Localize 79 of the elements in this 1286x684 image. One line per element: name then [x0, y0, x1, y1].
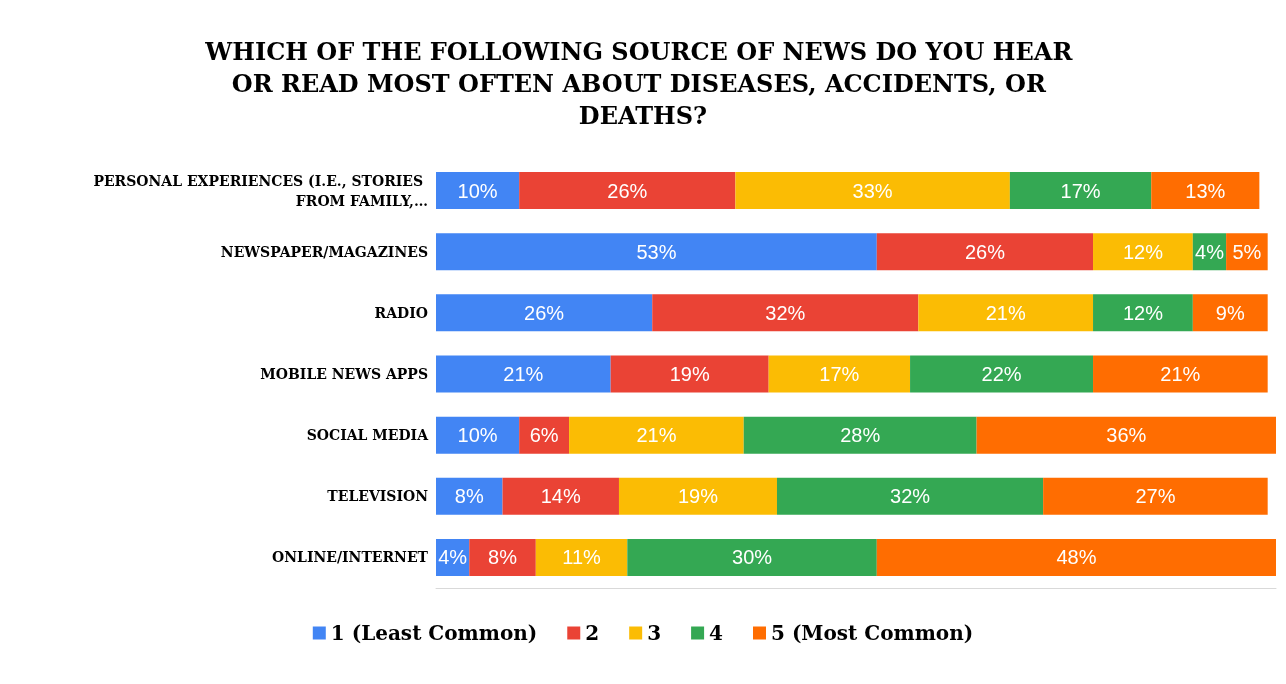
bar [735, 172, 1010, 210]
data-label: 26% [964, 240, 1006, 263]
legend-label: 5 (Most Common) [771, 621, 974, 645]
y-tick-label: TELEVISION [327, 488, 429, 505]
data-label: 22% [981, 363, 1022, 385]
bar [1093, 233, 1193, 271]
bar [876, 538, 1276, 576]
data-label: 14% [540, 485, 581, 508]
bar [436, 416, 520, 454]
data-label: 8% [488, 546, 518, 569]
data-label: 10% [457, 179, 498, 202]
data-label: 10% [457, 424, 498, 447]
bar [1093, 294, 1193, 332]
data-label: 12% [1122, 240, 1164, 263]
data-label: 4% [438, 546, 468, 569]
data-label: 30% [732, 546, 773, 569]
data-label: 32% [765, 301, 806, 324]
legend-label: 1 (Least Common) [330, 621, 538, 645]
data-label: 36% [1106, 424, 1147, 447]
y-tick-label: SOCIAL MEDIA [306, 427, 430, 444]
data-label: 21% [636, 424, 677, 447]
data-label: 21% [985, 301, 1026, 324]
bar [502, 477, 619, 515]
bar [469, 538, 536, 576]
bar [1009, 172, 1152, 210]
bar [1192, 294, 1268, 332]
bar [768, 355, 911, 393]
data-label: 8% [454, 485, 484, 508]
data-label: 12% [1122, 301, 1164, 324]
bar [436, 355, 611, 393]
data-label: 27% [1135, 485, 1176, 508]
data-label: 5% [1232, 240, 1262, 263]
bar [627, 538, 877, 576]
bar [569, 416, 744, 454]
chart-title: WHICH OF THE FOLLOWING SOURCE OF NEWS DO YOU HEAR OR READ MOST OFTEN ABOUT DISEASES, ACCIDENTS, OR DEATHS? [204, 36, 1081, 130]
data-label: 33% [852, 179, 893, 202]
bar [436, 233, 877, 271]
y-tick-label: NEWSPAPER/MAGAZINES [220, 243, 428, 260]
data-label: 19% [669, 363, 710, 385]
bar [436, 477, 503, 515]
data-label: 28% [840, 424, 881, 447]
bar [1151, 172, 1260, 210]
data-label: 17% [1060, 179, 1101, 202]
y-tick-label: RADIO [374, 304, 428, 321]
y-tick-label: ONLINE/INTERNET [272, 549, 429, 566]
bar [743, 416, 977, 454]
data-label: 19% [677, 485, 719, 508]
data-label: 13% [1185, 179, 1226, 202]
data-label: 6% [529, 424, 559, 447]
bar [918, 294, 1094, 332]
legend-label: 2 [585, 621, 600, 645]
data-label: 11% [562, 546, 602, 569]
bar [519, 172, 736, 210]
bar [436, 294, 653, 332]
bar [776, 477, 1044, 515]
data-label: 32% [890, 485, 931, 508]
data-label: 21% [503, 363, 544, 385]
bar [618, 477, 777, 515]
legend-label: 4 [709, 621, 724, 645]
bar [876, 233, 1094, 271]
data-label: 26% [607, 179, 648, 202]
data-label: 21% [1160, 363, 1201, 385]
bar [652, 294, 919, 332]
data-label: 26% [524, 301, 565, 324]
bar [1043, 477, 1268, 515]
y-tick-label: MOBILE NEWS APPS [260, 366, 428, 382]
bar [436, 172, 520, 210]
bar [910, 355, 1094, 393]
bar [1093, 355, 1268, 393]
legend-label: 3 [647, 621, 662, 645]
data-label: 53% [636, 240, 677, 263]
data-label: 48% [1056, 546, 1097, 569]
bar [976, 416, 1276, 454]
data-label: 17% [819, 363, 860, 385]
data-label: 4% [1195, 240, 1225, 263]
data-label: 9% [1215, 301, 1245, 324]
bar [610, 355, 769, 393]
y-tick-label: PERSONAL EXPERIENCES (I.E., STORIES FROM FAMILY,… [93, 172, 428, 209]
bar [535, 538, 628, 576]
